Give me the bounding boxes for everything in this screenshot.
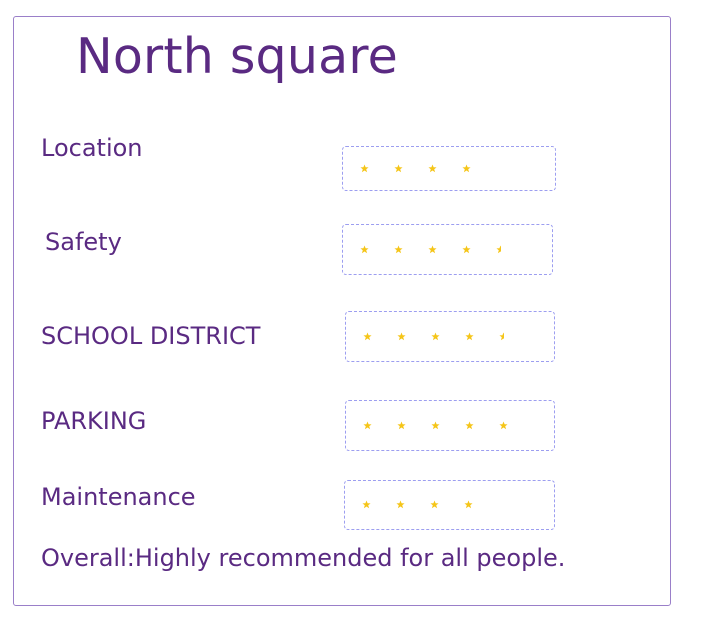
star-icon: [362, 500, 371, 509]
star-icon: [394, 244, 403, 254]
rating-label-school-district: SCHOOL DISTRICT: [41, 322, 261, 350]
star-icon: [462, 244, 471, 254]
star-icon: [363, 420, 372, 430]
star-icon: [431, 420, 440, 430]
star-icon: [465, 420, 474, 430]
star-icon: [394, 163, 403, 173]
star-icon: [430, 500, 439, 509]
star-icon: [499, 420, 508, 430]
star-icon: [363, 331, 372, 341]
rating-stars-parking[interactable]: [345, 400, 555, 451]
star-icon: [397, 331, 406, 341]
rating-label-maintenance: Maintenance: [41, 483, 196, 511]
star-icon: [464, 500, 473, 509]
half-star-icon: [496, 244, 501, 254]
rating-stars-location[interactable]: [342, 146, 556, 191]
star-icon: [360, 163, 369, 173]
star-icon: [428, 244, 437, 254]
star-icon: [431, 331, 440, 341]
star-icon: [428, 163, 437, 173]
page-title: North square: [76, 28, 398, 85]
rating-card: [13, 16, 671, 606]
star-icon: [360, 244, 369, 254]
star-icon: [396, 500, 405, 509]
overall-summary: Overall:Highly recommended for all peopl…: [41, 544, 566, 572]
star-icon: [462, 163, 471, 173]
rating-stars-school-district[interactable]: [345, 311, 555, 362]
half-star-icon: [499, 331, 504, 341]
rating-stars-maintenance[interactable]: [344, 480, 555, 530]
rating-label-safety: Safety: [45, 228, 122, 256]
rating-label-parking: PARKING: [41, 407, 147, 435]
star-icon: [397, 420, 406, 430]
rating-label-location: Location: [41, 134, 143, 162]
rating-stars-safety[interactable]: [342, 224, 553, 275]
star-icon: [465, 331, 474, 341]
